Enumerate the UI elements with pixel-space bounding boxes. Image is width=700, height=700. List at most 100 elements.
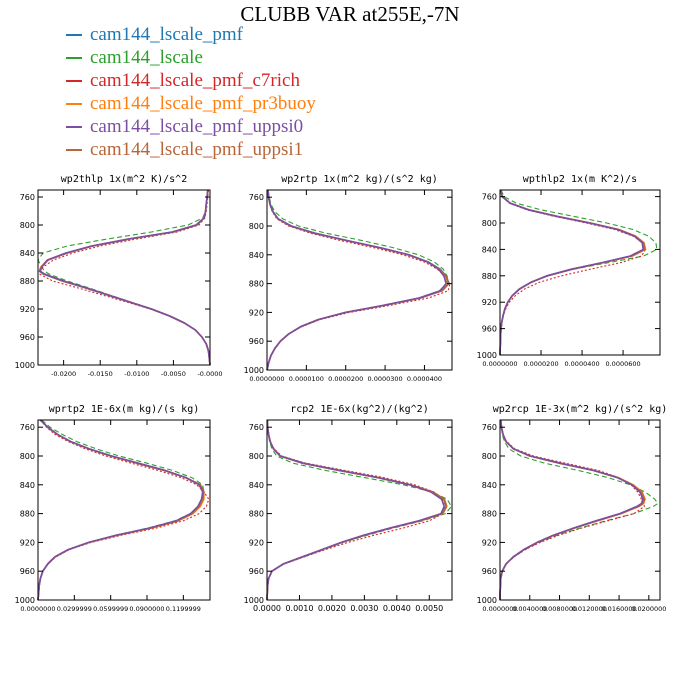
y-tick-label: 1000 bbox=[477, 351, 497, 360]
legend-label: cam144_lscale_pmf_uppsi1 bbox=[90, 139, 304, 160]
series-line bbox=[499, 419, 644, 601]
y-tick-label: 960 bbox=[482, 325, 497, 334]
figure-title: CLUBB VAR at255E,-7N bbox=[240, 2, 460, 26]
panel-title: wp2rcp 1E-3x(m^2 kg)/(s^2 kg) bbox=[493, 404, 668, 415]
x-tick-label: 0.0900000 bbox=[129, 605, 164, 613]
x-tick-label: 0.0030 bbox=[350, 604, 378, 613]
x-tick-label: 0.0000000 bbox=[20, 605, 55, 613]
y-tick-label: 1000 bbox=[244, 366, 264, 375]
y-tick-label: 920 bbox=[482, 298, 497, 307]
y-tick-label: 840 bbox=[20, 249, 35, 258]
y-tick-label: 800 bbox=[249, 452, 264, 461]
y-tick-label: 800 bbox=[482, 219, 497, 228]
x-tick-label: -0.0100 bbox=[124, 370, 149, 378]
x-tick-label: 0.0040000 bbox=[512, 605, 547, 613]
panel-title: rcp2 1E-6x(kg^2)/(kg^2) bbox=[290, 404, 428, 415]
y-tick-label: 1000 bbox=[15, 361, 35, 370]
series-line bbox=[499, 419, 646, 601]
x-tick-label: 0.0000100 bbox=[289, 375, 324, 383]
series-line bbox=[266, 419, 452, 601]
plot-frame bbox=[499, 189, 661, 356]
y-tick-label: 840 bbox=[482, 245, 497, 254]
x-tick-label: -0.0150 bbox=[88, 370, 113, 378]
y-tick-label: 840 bbox=[482, 481, 497, 490]
series-line bbox=[37, 419, 205, 601]
x-tick-label: 0.0120000 bbox=[572, 605, 607, 613]
series-line bbox=[37, 419, 204, 601]
x-tick-label: -0.0000 bbox=[197, 370, 222, 378]
y-tick-label: 960 bbox=[20, 567, 35, 576]
x-tick-label: 0.0000 bbox=[253, 604, 281, 613]
series-line bbox=[266, 419, 446, 601]
x-tick-label: -0.0200 bbox=[51, 370, 76, 378]
series-line bbox=[499, 419, 646, 601]
x-tick-label: 0.0000200 bbox=[328, 375, 363, 383]
y-tick-label: 840 bbox=[20, 481, 35, 490]
y-tick-label: 840 bbox=[249, 251, 264, 260]
series-line bbox=[499, 189, 646, 356]
y-tick-label: 800 bbox=[482, 452, 497, 461]
y-tick-label: 760 bbox=[20, 423, 35, 432]
y-tick-label: 760 bbox=[20, 193, 35, 202]
x-tick-label: 0.0000600 bbox=[605, 360, 640, 368]
y-tick-label: 1000 bbox=[477, 596, 497, 605]
y-tick-label: 960 bbox=[249, 567, 264, 576]
x-tick-label: 0.0040 bbox=[383, 604, 411, 613]
legend-label: cam144_lscale_pmf bbox=[90, 24, 244, 45]
x-tick-label: 0.0000000 bbox=[482, 605, 517, 613]
legend-label: cam144_lscale_pmf_c7rich bbox=[90, 70, 300, 91]
series-line bbox=[499, 419, 646, 601]
x-tick-label: 0.1199999 bbox=[166, 605, 201, 613]
series-line bbox=[38, 189, 211, 366]
series-line bbox=[37, 189, 211, 366]
legend-swatch bbox=[66, 149, 82, 151]
x-tick-label: 0.0000200 bbox=[523, 360, 558, 368]
panel-title: wprtp2 1E-6x(m kg)/(s kg) bbox=[49, 404, 200, 415]
x-tick-label: 0.0080000 bbox=[542, 605, 577, 613]
legend-swatch bbox=[66, 57, 82, 59]
x-tick-label: 0.0000400 bbox=[564, 360, 599, 368]
series-line bbox=[266, 189, 447, 371]
series-line bbox=[266, 189, 450, 371]
legend-label: cam144_lscale_pmf_uppsi0 bbox=[90, 116, 304, 137]
y-tick-label: 760 bbox=[482, 423, 497, 432]
x-tick-label: 0.0000400 bbox=[407, 375, 442, 383]
x-tick-label: 0.0299999 bbox=[57, 605, 92, 613]
y-tick-label: 760 bbox=[249, 193, 264, 202]
series-line bbox=[499, 419, 645, 601]
x-tick-label: 0.0000000 bbox=[482, 360, 517, 368]
y-tick-label: 880 bbox=[249, 510, 264, 519]
panel-title: wpthlp2 1x(m K^2)/s bbox=[523, 174, 637, 185]
legend-label: cam144_lscale_pmf_pr3buoy bbox=[90, 93, 316, 114]
legend-swatch bbox=[66, 80, 82, 82]
plot-frame bbox=[266, 419, 453, 601]
x-tick-label: -0.0050 bbox=[161, 370, 186, 378]
plot-frame bbox=[499, 419, 661, 601]
series-line bbox=[499, 419, 659, 601]
series-line bbox=[266, 189, 451, 371]
y-tick-label: 760 bbox=[482, 193, 497, 202]
series-line bbox=[39, 189, 211, 366]
x-tick-label: 0.0599999 bbox=[93, 605, 128, 613]
x-tick-label: 0.0200000 bbox=[631, 605, 666, 613]
series-line bbox=[266, 419, 446, 601]
series-line bbox=[266, 189, 448, 371]
y-tick-label: 880 bbox=[249, 280, 264, 289]
panel-title: wp2thlp 1x(m^2 K)/s^2 bbox=[61, 174, 187, 185]
series-line bbox=[499, 189, 658, 356]
plot-frame bbox=[37, 419, 211, 601]
y-tick-label: 800 bbox=[20, 452, 35, 461]
legend-label: cam144_lscale bbox=[90, 47, 203, 68]
y-tick-label: 840 bbox=[249, 481, 264, 490]
y-tick-label: 1000 bbox=[244, 596, 264, 605]
series-line bbox=[499, 189, 645, 356]
y-tick-label: 880 bbox=[482, 510, 497, 519]
legend-swatch bbox=[66, 34, 82, 36]
series-line bbox=[37, 419, 205, 601]
x-tick-label: 0.0010 bbox=[285, 604, 313, 613]
x-tick-label: 0.0000000 bbox=[249, 375, 284, 383]
y-tick-label: 1000 bbox=[15, 596, 35, 605]
series-line bbox=[266, 419, 448, 601]
y-tick-label: 880 bbox=[482, 272, 497, 281]
series-line bbox=[499, 189, 647, 356]
